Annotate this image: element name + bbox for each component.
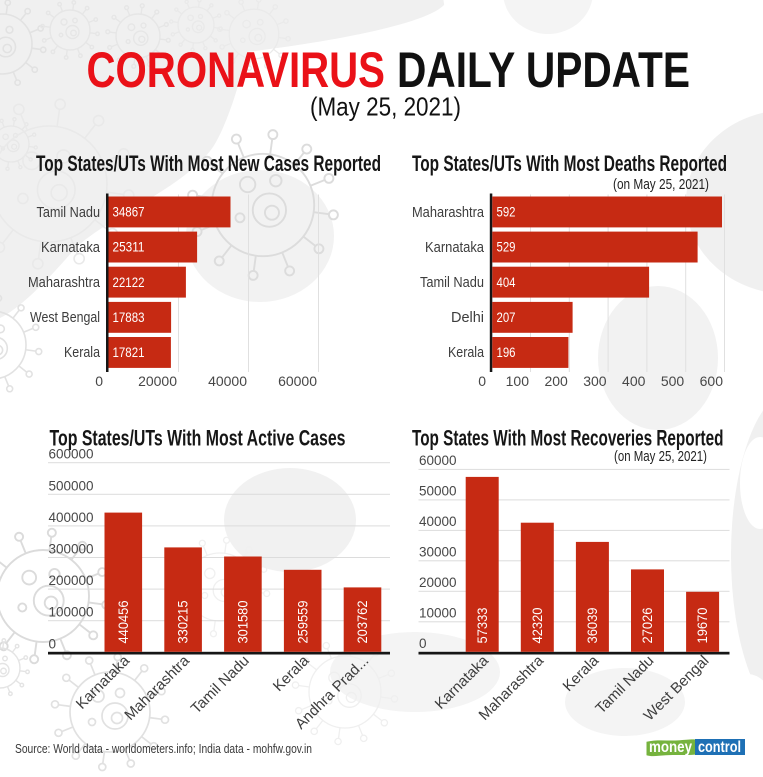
- svg-text:100: 100: [506, 373, 530, 389]
- svg-text:17883: 17883: [113, 310, 145, 325]
- svg-text:(on May 25, 2021): (on May 25, 2021): [614, 448, 707, 465]
- svg-text:(May 25, 2021): (May 25, 2021): [310, 92, 461, 122]
- svg-text:196: 196: [497, 345, 516, 360]
- svg-text:600000: 600000: [49, 447, 94, 462]
- svg-text:27026: 27026: [640, 608, 655, 644]
- svg-text:40000: 40000: [419, 514, 457, 529]
- svg-text:Delhi: Delhi: [451, 309, 484, 326]
- svg-text:440456: 440456: [116, 601, 131, 644]
- svg-text:Kerala: Kerala: [64, 344, 101, 361]
- svg-text:40000: 40000: [208, 373, 247, 389]
- svg-text:50000: 50000: [419, 483, 457, 498]
- svg-text:529: 529: [497, 240, 516, 255]
- svg-text:10000: 10000: [419, 605, 457, 620]
- svg-text:money: money: [649, 739, 692, 756]
- svg-text:404: 404: [497, 275, 516, 290]
- svg-text:0: 0: [49, 636, 57, 651]
- svg-text:34867: 34867: [113, 205, 145, 220]
- svg-text:Top States/UTs With Most Death: Top States/UTs With Most Deaths Reported: [412, 151, 727, 176]
- svg-text:20000: 20000: [419, 575, 457, 590]
- svg-text:DAILY UPDATE: DAILY UPDATE: [397, 42, 690, 98]
- svg-text:500000: 500000: [49, 478, 94, 493]
- svg-text:60000: 60000: [419, 453, 457, 468]
- svg-text:0: 0: [478, 373, 486, 389]
- svg-text:300: 300: [583, 373, 607, 389]
- svg-text:57333: 57333: [475, 608, 490, 644]
- svg-text:Top States/UTs With Most Activ: Top States/UTs With Most Active Cases: [50, 426, 346, 451]
- svg-text:203762: 203762: [355, 601, 370, 644]
- svg-text:42320: 42320: [530, 608, 545, 644]
- svg-text:Kerala: Kerala: [448, 344, 485, 361]
- svg-text:20000: 20000: [138, 373, 177, 389]
- svg-text:25311: 25311: [113, 240, 145, 255]
- svg-text:259559: 259559: [295, 601, 310, 644]
- svg-text:400: 400: [622, 373, 646, 389]
- svg-text:Top States With Most Recoverie: Top States With Most Recoveries Reported: [412, 426, 724, 451]
- svg-text:22122: 22122: [113, 275, 145, 290]
- svg-text:100000: 100000: [49, 605, 94, 620]
- svg-text:17821: 17821: [113, 345, 145, 360]
- svg-text:Source: World data - worldomet: Source: World data - worldometers.info; …: [15, 741, 312, 756]
- svg-text:West Bengal: West Bengal: [30, 309, 100, 326]
- svg-text:592: 592: [497, 205, 516, 220]
- svg-text:300000: 300000: [49, 542, 94, 557]
- svg-text:Tamil Nadu: Tamil Nadu: [37, 204, 101, 221]
- svg-text:301580: 301580: [236, 601, 251, 644]
- svg-text:CORONAVIRUS: CORONAVIRUS: [87, 42, 386, 98]
- svg-text:330215: 330215: [176, 601, 191, 644]
- svg-text:Karnataka: Karnataka: [41, 239, 101, 256]
- svg-text:200000: 200000: [49, 573, 94, 588]
- svg-text:Karnataka: Karnataka: [425, 239, 485, 256]
- svg-text:200: 200: [544, 373, 568, 389]
- svg-text:Maharashtra: Maharashtra: [412, 204, 485, 221]
- svg-text:Top States/UTs With Most New C: Top States/UTs With Most New Cases Repor…: [36, 151, 381, 176]
- svg-text:60000: 60000: [278, 373, 317, 389]
- svg-text:600: 600: [700, 373, 724, 389]
- svg-text:Maharashtra: Maharashtra: [28, 274, 101, 291]
- svg-text:400000: 400000: [49, 510, 94, 525]
- svg-text:0: 0: [95, 373, 103, 389]
- svg-text:19670: 19670: [695, 608, 710, 644]
- svg-text:500: 500: [661, 373, 685, 389]
- svg-text:Tamil Nadu: Tamil Nadu: [420, 274, 484, 291]
- svg-text:207: 207: [497, 310, 516, 325]
- svg-text:(on May 25, 2021): (on May 25, 2021): [613, 176, 709, 193]
- svg-text:30000: 30000: [419, 544, 457, 559]
- svg-text:36039: 36039: [585, 608, 600, 644]
- svg-text:0: 0: [419, 636, 427, 651]
- svg-text:control: control: [698, 739, 741, 756]
